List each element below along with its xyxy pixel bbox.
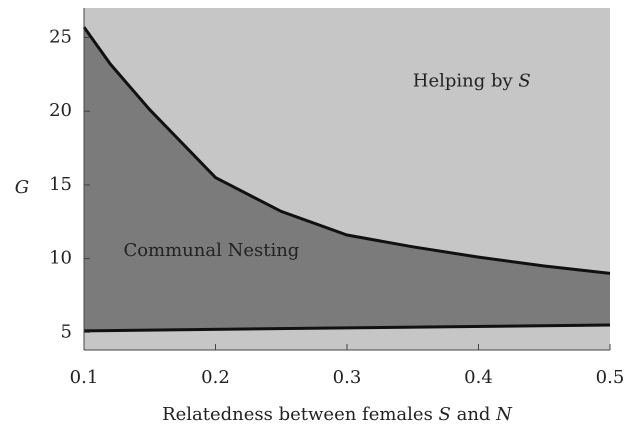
x-tick-label: 0.3 bbox=[333, 367, 362, 388]
x-axis-label-part: S bbox=[439, 404, 451, 425]
y-tick-label: 20 bbox=[49, 100, 72, 121]
boundary-line bbox=[82, 26, 611, 275]
x-axis-label-part: and bbox=[451, 404, 496, 425]
x-tick-label: 0.4 bbox=[464, 367, 493, 388]
annotation-part: Helping by bbox=[413, 71, 519, 92]
boundary-line bbox=[83, 323, 611, 333]
x-axis-label-part: N bbox=[495, 404, 513, 425]
y-tick-label: 25 bbox=[49, 26, 72, 47]
annotation-part: Communal Nesting bbox=[123, 240, 299, 261]
annotation-part: S bbox=[518, 71, 530, 92]
annotation: Helping by S bbox=[413, 71, 531, 92]
y-axis-label: G bbox=[15, 177, 29, 198]
y-tick-label: 5 bbox=[61, 321, 72, 342]
x-tick-label: 0.5 bbox=[596, 367, 625, 388]
y-tick-label: 10 bbox=[49, 248, 72, 269]
y-tick-label: 15 bbox=[49, 174, 72, 195]
annotation: Communal Nesting bbox=[123, 240, 299, 261]
x-axis-label-part: Relatedness between females bbox=[162, 404, 438, 425]
x-axis-label: Relatedness between females S and N bbox=[162, 404, 513, 425]
x-tick-label: 0.2 bbox=[201, 367, 230, 388]
inner-region bbox=[84, 27, 610, 331]
x-tick-label: 0.1 bbox=[70, 367, 99, 388]
